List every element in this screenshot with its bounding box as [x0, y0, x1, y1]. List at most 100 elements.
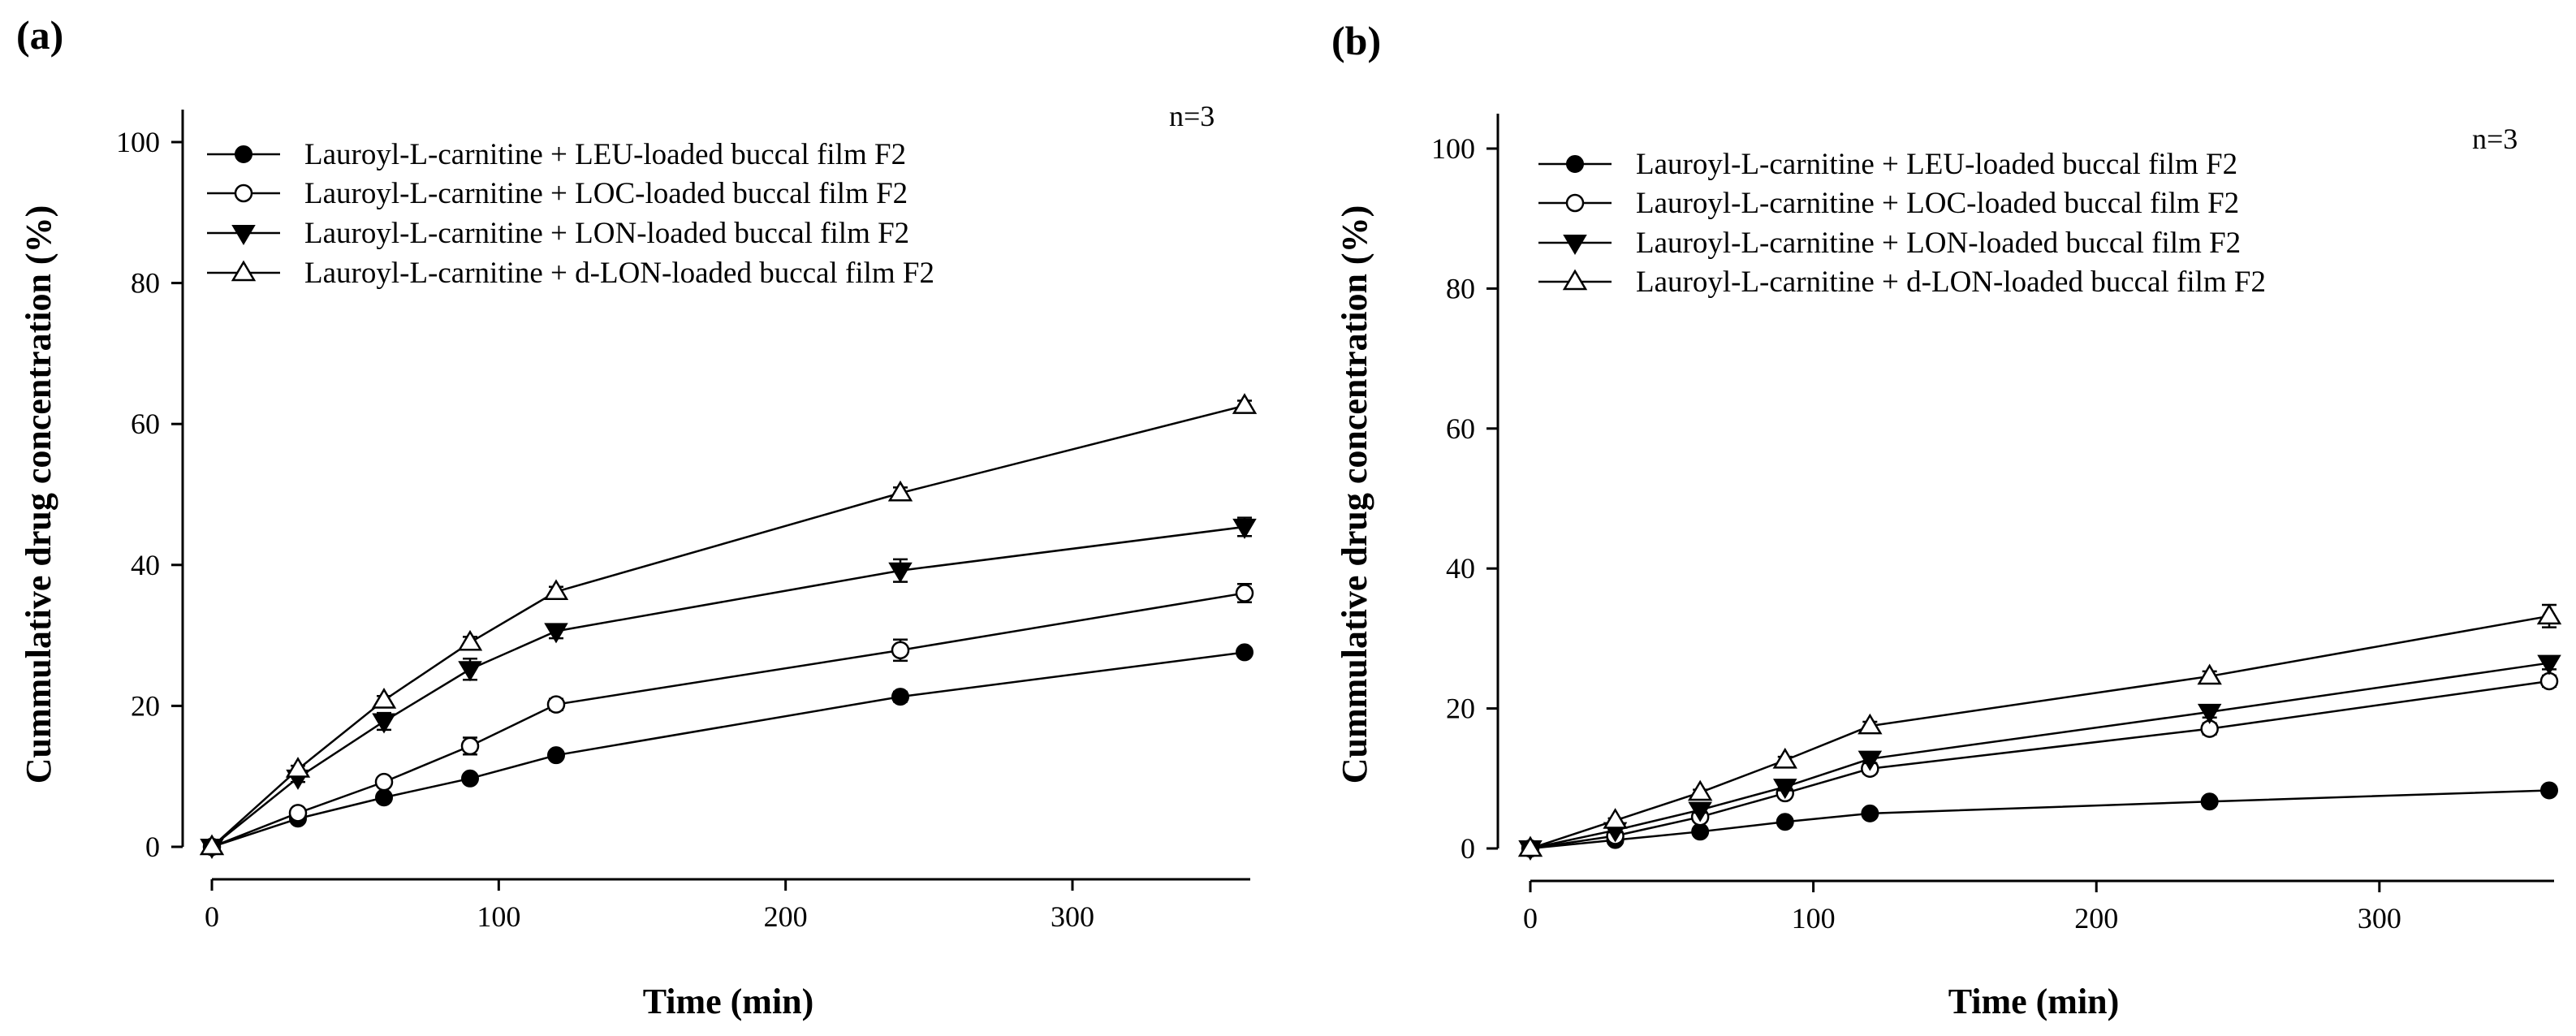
x-axis-title: Time (min) [643, 982, 814, 1021]
data-point [2539, 671, 2559, 691]
data-point [544, 623, 568, 644]
y-tick-label: 20 [131, 689, 160, 722]
legend-label: Lauroyl-L-carnitine + d-LON-loaded bucca… [1636, 265, 2266, 299]
legend-marker [1566, 155, 1584, 173]
x-tick-label: 200 [764, 900, 808, 933]
x-tick-label: 300 [1051, 900, 1094, 933]
data-point [1861, 804, 1879, 822]
data-point [1603, 808, 1628, 829]
x-tick-label: 100 [477, 900, 520, 933]
data-point [1688, 801, 1712, 822]
legend-label: Lauroyl-L-carnitine + LEU-loaded buccal … [304, 138, 906, 171]
panel-label: (a) [16, 12, 63, 58]
data-point [1858, 713, 1883, 735]
data-point [1232, 393, 1258, 414]
data-point [461, 769, 479, 788]
data-point [457, 629, 483, 651]
y-tick-label: 60 [1446, 412, 1475, 445]
legend-marker [231, 260, 257, 282]
data-point [2540, 781, 2558, 800]
legend-marker [1563, 235, 1587, 255]
y-tick-label: 80 [131, 267, 160, 300]
data-point [546, 695, 566, 714]
y-tick-label: 60 [131, 408, 160, 440]
legend-marker [234, 183, 253, 203]
sample-size-annotation: n=3 [1169, 100, 1215, 132]
x-axis-title: Time (min) [1948, 982, 2120, 1021]
series-1 [1521, 781, 2558, 857]
data-point [2536, 603, 2562, 625]
data-point [1232, 518, 1257, 539]
data-point [372, 713, 396, 734]
series-line [211, 651, 1245, 848]
series-line [211, 592, 1245, 848]
legend-marker [235, 145, 252, 163]
y-tick-label: 100 [116, 126, 160, 158]
data-point [1517, 835, 1543, 857]
series-3 [1518, 654, 2561, 861]
data-point [887, 480, 913, 502]
data-point [199, 834, 225, 856]
panel-b: (b) 0 20 40 60 80 100 0 100 200 300 Time (min) Cummu… [1331, 18, 2562, 1021]
legend-marker [1565, 193, 1585, 213]
y-tick-label: 0 [1461, 832, 1475, 865]
x-tick-label: 100 [1792, 902, 1836, 935]
data-point [543, 579, 569, 601]
legend-marker [231, 225, 256, 245]
x-tick-label: 0 [205, 900, 219, 933]
legend-marker [1562, 269, 1588, 291]
x-tick-label: 200 [2074, 902, 2118, 935]
data-point [371, 687, 397, 709]
legend-label: Lauroyl-L-carnitine + LEU-loaded buccal … [1636, 148, 2237, 181]
data-point [1858, 750, 1883, 771]
legend-label: Lauroyl-L-carnitine + LON-loaded buccal … [1636, 227, 2241, 260]
data-point [288, 804, 308, 822]
data-point [1235, 584, 1254, 602]
legend: Lauroyl-L-carnitine + LEU-loaded buccal … [207, 138, 934, 290]
data-point [1236, 643, 1253, 662]
panel-label: (b) [1331, 18, 1381, 63]
y-axis-title: Cummulative drug concentration (%) [19, 205, 58, 784]
series-3 [200, 516, 1257, 859]
data-point [547, 746, 565, 765]
y-tick-label: 40 [1446, 552, 1475, 585]
series-line [211, 404, 1245, 848]
y-tick-label: 40 [131, 549, 160, 581]
data-point [460, 736, 480, 756]
legend-label: Lauroyl-L-carnitine + LOC-loaded buccal … [1636, 187, 2239, 220]
y-axis-title: Cummulative drug concentration (%) [1335, 205, 1374, 784]
y-tick-label: 20 [1446, 693, 1475, 725]
y-tick-label: 80 [1446, 272, 1475, 304]
data-point [2197, 703, 2222, 724]
data-point [1776, 813, 1794, 831]
data-point [1772, 747, 1797, 769]
data-point [1687, 779, 1713, 801]
data-point [1772, 779, 1797, 800]
data-point [458, 661, 482, 682]
data-point [888, 562, 913, 583]
legend-label: Lauroyl-L-carnitine + LON-loaded buccal … [304, 217, 909, 250]
data-point [2537, 654, 2561, 676]
legend-label: Lauroyl-L-carnitine + d-LON-loaded bucca… [304, 257, 934, 290]
series-line [1530, 680, 2550, 850]
legend-label: Lauroyl-L-carnitine + LOC-loaded buccal … [304, 177, 908, 210]
data-point [2197, 663, 2222, 685]
x-tick-label: 0 [1523, 902, 1538, 935]
series-line [211, 525, 1245, 848]
y-tick-label: 0 [145, 831, 160, 863]
data-point [375, 788, 393, 807]
data-point [891, 641, 910, 660]
series-1 [203, 643, 1253, 856]
sample-size-annotation: n=3 [2472, 123, 2518, 155]
series-4 [199, 393, 1258, 856]
data-point [374, 772, 394, 792]
series-4 [1517, 603, 2562, 857]
data-point [285, 757, 311, 778]
panel-a: (a) 0 20 40 60 80 100 0 100 200 300 Time (min) Cummu… [16, 12, 1258, 1021]
y-tick-label: 100 [1431, 132, 1475, 165]
x-tick-label: 300 [2358, 902, 2401, 935]
legend: Lauroyl-L-carnitine + LEU-loaded buccal … [1538, 148, 2266, 299]
data-point [2200, 792, 2219, 811]
data-point [891, 688, 909, 706]
